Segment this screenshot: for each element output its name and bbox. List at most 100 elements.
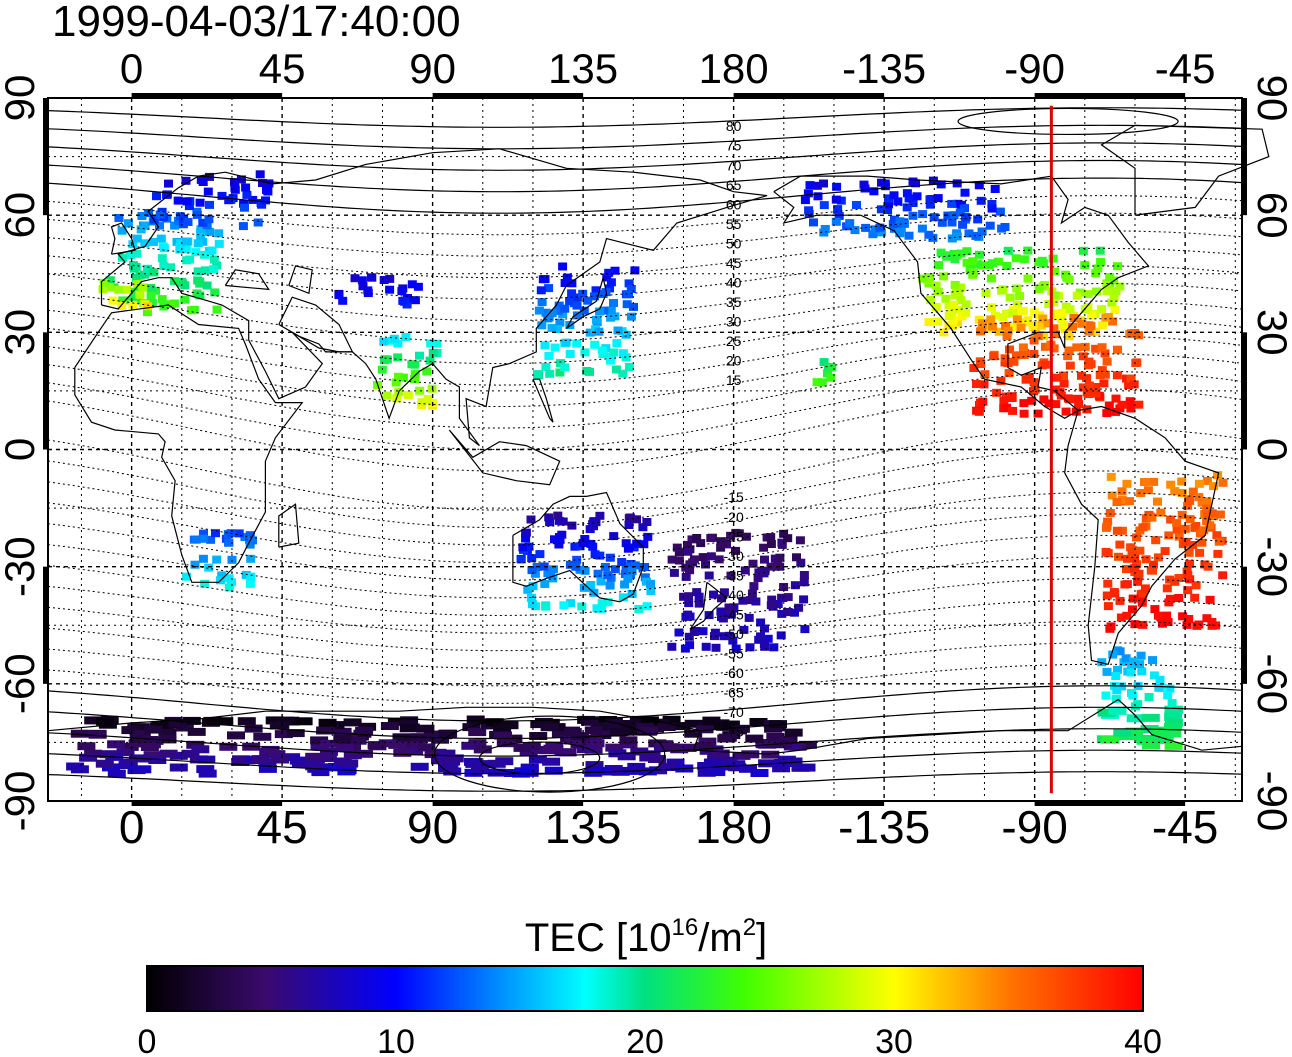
tec-cell	[560, 363, 570, 372]
tec-cell	[982, 321, 992, 330]
tec-cell	[597, 346, 607, 355]
tec-cell	[577, 602, 587, 611]
tec-cell	[333, 727, 352, 736]
tec-cell	[195, 198, 205, 207]
tec-cell	[394, 372, 403, 381]
y-tick-label-left: 60	[0, 192, 43, 239]
tec-cell	[1096, 257, 1106, 266]
tec-cell	[227, 731, 245, 740]
tec-cell	[193, 267, 203, 276]
tec-cell	[105, 276, 115, 285]
tec-cell	[1099, 379, 1109, 388]
tec-cell	[933, 194, 943, 203]
tec-cell	[1164, 531, 1174, 540]
tec-cell	[1051, 330, 1060, 339]
tec-cell	[845, 219, 855, 228]
tec-cell	[286, 729, 305, 738]
x-tick-label-top: 0	[120, 45, 143, 92]
coastline	[532, 378, 554, 423]
tec-cell	[604, 765, 623, 773]
tec-cell	[1083, 290, 1093, 299]
tec-cell	[555, 535, 565, 544]
tec-cell	[819, 201, 829, 210]
tec-cell	[1121, 654, 1131, 663]
tec-cell	[387, 717, 406, 726]
tec-cell	[431, 756, 449, 765]
tec-cell	[199, 529, 208, 538]
tec-cell	[123, 219, 133, 228]
tec-cell	[761, 750, 780, 759]
tec-cell	[804, 206, 814, 215]
tec-cell	[999, 396, 1009, 405]
tec-cell	[797, 763, 816, 772]
tec-cell	[731, 724, 750, 733]
tec-cell	[758, 759, 777, 768]
tec-cell	[972, 380, 981, 388]
tec-cell	[734, 529, 744, 538]
tec-cell	[551, 729, 570, 738]
tec-cell	[1095, 246, 1105, 255]
frame-bar-right	[1242, 332, 1247, 450]
tec-cell	[117, 226, 127, 235]
tec-cell	[1111, 694, 1121, 703]
tec-cell	[714, 555, 724, 564]
tec-cell	[1033, 409, 1043, 418]
tec-cell	[1108, 650, 1118, 659]
magnetic-contour	[47, 749, 1243, 775]
tec-cell	[1003, 326, 1013, 335]
tec-cell	[1038, 314, 1048, 323]
tec-cell	[584, 726, 603, 735]
tec-cell	[667, 555, 677, 564]
tec-cell	[1166, 480, 1176, 489]
tec-cell	[1115, 647, 1125, 656]
tec-cell	[1185, 575, 1195, 584]
tec-cell	[1214, 537, 1224, 546]
tec-cell	[1023, 274, 1033, 283]
tec-cell	[745, 734, 764, 743]
tec-cell	[244, 724, 263, 733]
tec-cell	[1112, 686, 1122, 695]
tec-cell	[343, 751, 362, 760]
tec-cell	[904, 231, 914, 240]
tec-cell	[702, 716, 721, 725]
y-axis-right-labels: 90 60 30 0 -30 -60 -90	[1249, 75, 1292, 832]
tec-cell	[683, 540, 692, 549]
tec-cell	[1033, 332, 1043, 341]
tec-cell	[1106, 472, 1116, 481]
magnetic-contour	[47, 620, 1243, 669]
magnetic-contour	[47, 448, 1243, 529]
contour-label: 50	[726, 235, 742, 251]
tec-cell	[1148, 560, 1158, 569]
tec-cell	[350, 732, 369, 741]
tec-cell	[553, 511, 563, 520]
tec-cell	[889, 191, 899, 200]
tec-cell	[405, 747, 424, 756]
tec-cell	[876, 228, 886, 237]
tec-cell	[379, 276, 389, 284]
tec-cell	[959, 204, 969, 213]
contour-label: -70	[724, 704, 744, 720]
tec-cell	[739, 764, 757, 773]
tec-cell	[205, 227, 215, 236]
tec-cell	[388, 740, 407, 749]
tec-cell	[756, 632, 765, 641]
tec-cell	[1202, 517, 1212, 526]
tec-cell	[759, 640, 769, 649]
tec-cell	[1125, 497, 1134, 506]
tec-cell	[687, 535, 697, 544]
tec-cell	[993, 257, 1003, 266]
tec-cell	[316, 726, 335, 735]
tec-cell	[1101, 691, 1111, 700]
tec-cell	[133, 279, 143, 288]
tec-cell	[146, 291, 156, 300]
tec-cell	[1184, 615, 1194, 623]
tec-cell	[398, 741, 417, 749]
tec-cell	[534, 306, 544, 315]
tec-cell	[794, 603, 804, 612]
tec-cell	[275, 716, 294, 725]
tec-cell	[393, 353, 403, 362]
tec-cell	[173, 216, 183, 225]
tec-cell	[399, 724, 418, 733]
tec-cell	[119, 758, 138, 767]
tec-cell	[140, 743, 159, 751]
